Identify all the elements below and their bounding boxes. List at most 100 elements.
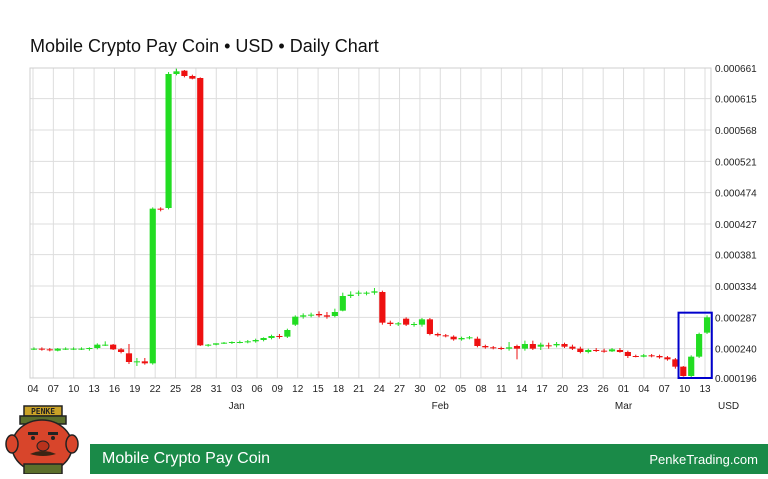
candle-down [474, 336, 481, 348]
candle-down [569, 344, 576, 350]
candle-down [482, 344, 489, 349]
candle-body [197, 78, 204, 346]
candle-body [110, 344, 117, 350]
candle-down [545, 342, 552, 349]
candle-body [640, 355, 647, 357]
candle-body [648, 355, 655, 357]
mascot-badge-text: PENKE [31, 407, 55, 416]
candle-down [141, 358, 148, 365]
candle-down [117, 348, 125, 354]
candle-body [363, 292, 370, 294]
candle-down [197, 77, 204, 346]
x-tick-label: 08 [475, 384, 487, 395]
y-tick-label: 0.000381 [715, 251, 757, 262]
currency-label: USD [718, 401, 739, 412]
candle-body [672, 359, 679, 367]
candle-up [308, 312, 315, 318]
candle-body [125, 353, 133, 362]
candle-body [577, 348, 584, 352]
candle-down [490, 346, 497, 350]
x-tick-label: 20 [557, 384, 569, 395]
candle-up [102, 341, 109, 346]
candle-body [205, 344, 212, 346]
candle-body [347, 294, 354, 296]
x-tick-label: 01 [618, 384, 630, 395]
candle-body [331, 312, 338, 316]
mascot-logo: PENKE [0, 402, 92, 475]
candle-up [688, 355, 695, 378]
candle-down [680, 366, 687, 377]
candle-body [38, 348, 45, 350]
x-tick-label: 10 [68, 384, 80, 395]
candle-body [117, 349, 125, 352]
candle-up [300, 313, 307, 319]
month-label: Jan [229, 401, 245, 412]
candle-body [561, 344, 568, 347]
candle-body [680, 366, 687, 376]
candle-down [593, 348, 600, 352]
candle-down [513, 344, 521, 360]
y-tick-label: 0.000196 [715, 374, 757, 385]
candle-up [252, 338, 259, 343]
x-tick-label: 10 [679, 384, 691, 395]
candle-up [355, 290, 362, 296]
candle-up [410, 322, 418, 327]
candlestick-chart: 0.000196 0.000240 0.000287 0.000334 0.000381… [27, 64, 757, 412]
x-tick-label: 27 [394, 384, 406, 395]
x-tick-label: 28 [190, 384, 202, 395]
candle-body [529, 344, 536, 349]
candles [30, 68, 711, 378]
candle-body [703, 317, 711, 333]
x-tick-label: 30 [414, 384, 426, 395]
candle-up [331, 308, 338, 318]
x-axis: 04 07 10 13 16 19 22 25 28 31 03 06 09 12 15 18 21 24 27 30… [27, 384, 739, 412]
candle-up [347, 291, 354, 298]
candle-up [292, 315, 299, 326]
candle-body [300, 315, 307, 317]
candle-up [94, 343, 101, 350]
x-tick-label: 24 [374, 384, 386, 395]
candle-body [482, 346, 489, 348]
x-tick-label: 04 [638, 384, 650, 395]
y-tick-label: 0.000334 [715, 282, 757, 293]
candle-body [149, 208, 156, 364]
grid-lines [29, 67, 712, 379]
candle-down [323, 312, 331, 319]
candle-body [688, 356, 695, 376]
candle-body [78, 348, 85, 350]
candle-body [395, 323, 402, 325]
candle-up [284, 328, 291, 338]
candle-body [632, 356, 639, 357]
x-tick-label: 06 [251, 384, 263, 395]
candle-up [205, 344, 212, 347]
x-tick-label: 05 [455, 384, 467, 395]
candle-body [593, 350, 600, 351]
candle-body [450, 336, 457, 340]
y-axis: 0.000196 0.000240 0.000287 0.000334 0.000381… [715, 64, 757, 385]
candle-up [78, 347, 85, 350]
candle-down [498, 346, 505, 350]
footer-bar: Mobile Crypto Pay Coin PenkeTrading.com [90, 444, 768, 474]
footer-site-link[interactable]: PenkeTrading.com [649, 452, 758, 467]
x-tick-label: 09 [272, 384, 284, 395]
candle-down [664, 356, 671, 361]
candle-up [228, 341, 236, 344]
candle-body [553, 344, 560, 346]
candle-up [458, 336, 465, 341]
candle-body [260, 338, 267, 340]
candle-body [537, 344, 544, 347]
candle-body [141, 361, 148, 364]
y-tick-label: 0.000474 [715, 189, 757, 200]
x-tick-label: 21 [353, 384, 365, 395]
candle-body [157, 208, 164, 210]
candle-body [276, 336, 283, 337]
candle-body [442, 335, 449, 337]
candle-up [521, 340, 529, 351]
candle-up [244, 340, 251, 344]
candle-body [608, 349, 616, 352]
candle-up [173, 68, 180, 76]
candle-up [703, 315, 711, 334]
candle-up [363, 291, 370, 296]
candle-body [490, 347, 497, 349]
candle-down [46, 348, 53, 352]
